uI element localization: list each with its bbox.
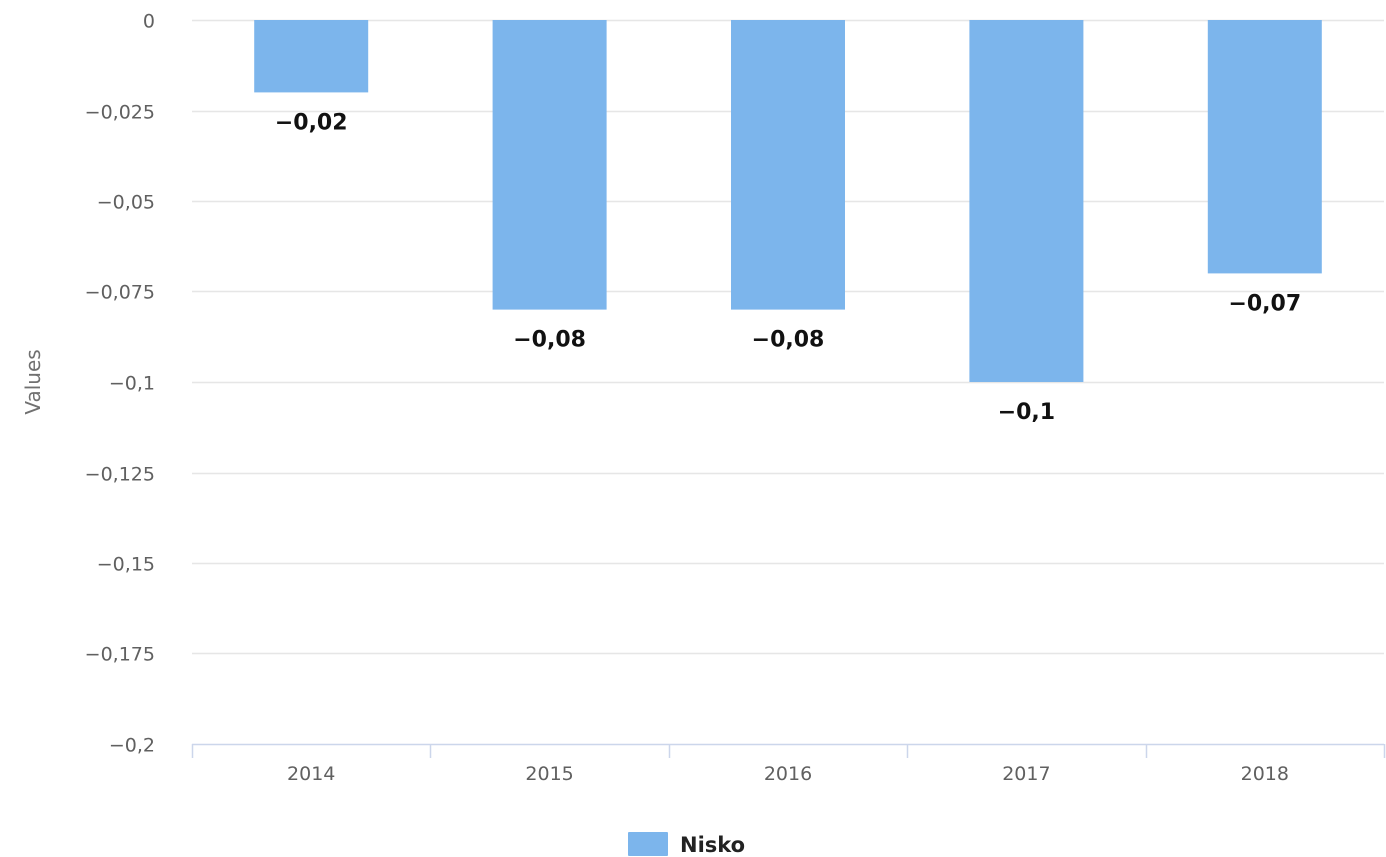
- bars: [254, 20, 1322, 382]
- y-tick-label: 0: [143, 11, 155, 33]
- data-label: −0,08: [513, 328, 586, 353]
- y-tick-label: −0,1: [109, 373, 155, 395]
- x-tick-label: 2015: [525, 763, 573, 785]
- legend[interactable]: Nisko: [628, 832, 745, 857]
- data-labels: −0,02 −0,08 −0,08 −0,1 −0,07: [275, 110, 1301, 425]
- legend-label-nisko: Nisko: [680, 833, 745, 857]
- bar[interactable]: [969, 20, 1084, 382]
- x-axis: 2014 2015 2016 2017 2018: [191, 743, 1386, 785]
- y-tick-label: −0,125: [85, 464, 155, 486]
- y-tick-label: −0,075: [85, 282, 155, 304]
- y-tick-label: −0,175: [85, 644, 155, 666]
- data-label: −0,1: [998, 400, 1055, 425]
- y-tick-label: −0,05: [97, 192, 155, 214]
- x-tick-label: 2016: [764, 763, 812, 785]
- data-label: −0,08: [752, 328, 825, 353]
- x-tick-label: 2017: [1002, 763, 1050, 785]
- data-label: −0,02: [275, 110, 348, 135]
- y-axis-tick-labels: 0 −0,025 −0,05 −0,075 −0,1 −0,125 −0,15 −0,175 −…: [85, 11, 155, 757]
- data-label: −0,07: [1228, 291, 1301, 316]
- y-tick-label: −0,025: [85, 102, 155, 124]
- legend-swatch: [628, 832, 668, 856]
- y-axis-title: Values: [21, 349, 45, 414]
- x-tick-label: 2018: [1241, 763, 1289, 785]
- x-tick-label: 2014: [287, 763, 335, 785]
- bar[interactable]: [731, 20, 845, 310]
- y-tick-label: −0,15: [97, 554, 155, 576]
- bar[interactable]: [492, 20, 607, 310]
- bar[interactable]: [1207, 20, 1322, 274]
- bar[interactable]: [254, 20, 369, 93]
- y-tick-label: −0,2: [109, 735, 155, 757]
